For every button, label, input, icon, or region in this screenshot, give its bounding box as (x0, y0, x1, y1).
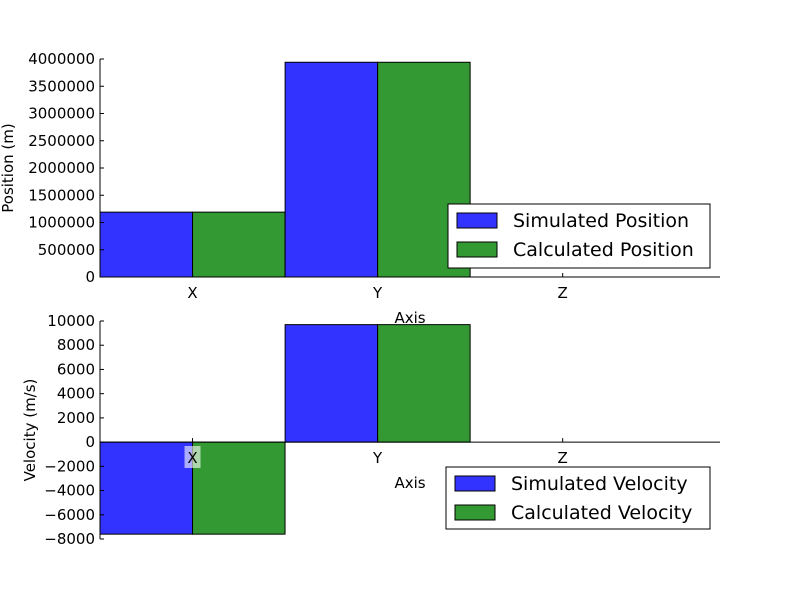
legend-swatch (454, 475, 496, 492)
y-axis-label: Velocity (m/s) (21, 379, 39, 482)
legend: Simulated Velocity Calculated Velocity (445, 466, 711, 530)
x-tick-label-z: Z (558, 284, 568, 302)
y-tick-label: 4000 (57, 385, 95, 403)
bar-calculated-position-x (192, 211, 286, 278)
x-tick-label-y: Y (372, 449, 383, 467)
y-tick-label: 8000 (57, 336, 95, 354)
legend-entry: Calculated Velocity (511, 502, 692, 524)
bar-simulated-position-y (284, 61, 379, 278)
y-tick-label: 500000 (38, 241, 95, 259)
legend-swatch (456, 241, 498, 258)
y-tick-label: 6000 (57, 360, 95, 378)
y-tick-label: −2000 (44, 457, 95, 475)
x-tick-label-y: Y (372, 284, 383, 302)
x-tick-label-bg (184, 446, 201, 468)
x-tick-label-x: X (187, 284, 197, 302)
legend-swatch (456, 212, 498, 229)
y-tick-label: 1000000 (28, 214, 95, 232)
legend-entry: Simulated Position (513, 210, 689, 232)
y-tick-label: 0 (85, 433, 95, 451)
y-tick-label: 4000000 (28, 50, 95, 68)
y-tick-label: −6000 (44, 506, 95, 524)
y-tick-label: 3000000 (28, 105, 95, 123)
y-tick-label: 2000000 (28, 159, 95, 177)
y-tick-label: 3500000 (28, 77, 95, 95)
x-axis-label: Axis (394, 309, 425, 327)
y-tick-label: 10000 (47, 312, 95, 330)
y-tick-label: −4000 (44, 482, 95, 500)
x-axis-label: Axis (394, 474, 425, 492)
bar-simulated-velocity-y (284, 324, 379, 443)
y-tick-label: 0 (85, 268, 95, 286)
chart-1: 0 500000 1000000 1500000 2000000 2500000 30000… (0, 50, 720, 327)
x-tick-label-x: X (187, 449, 197, 467)
bar-simulated-velocity-x (99, 441, 194, 535)
y-tick-label: 2500000 (28, 132, 95, 150)
y-axis-label: Position (m) (0, 123, 17, 213)
y-tick-label: 1500000 (28, 186, 95, 204)
bar-calculated-velocity-y (377, 324, 471, 443)
legend-entry: Calculated Position (513, 239, 694, 261)
legend-entry: Simulated Velocity (511, 473, 688, 495)
legend-swatch (454, 504, 496, 521)
bar-simulated-position-x (99, 211, 194, 278)
chart-2: −8000 −6000 −4000 −2000 0 2000 4000 6000 8000 100… (21, 312, 720, 548)
y-tick-label: −8000 (44, 530, 95, 548)
x-tick-label-z: Z (558, 449, 568, 467)
y-tick-label: 2000 (57, 409, 95, 427)
legend: Simulated Position Calculated Position (447, 203, 711, 269)
bar-calculated-velocity-x (192, 441, 286, 535)
